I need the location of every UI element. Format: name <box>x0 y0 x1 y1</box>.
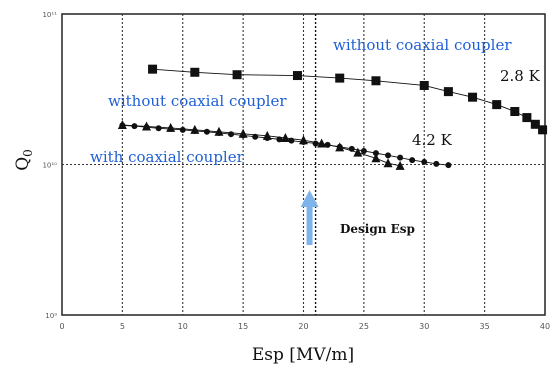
data-point-circle <box>445 162 452 169</box>
data-point-triangle <box>262 130 272 140</box>
data-point-triangle <box>238 128 248 138</box>
data-point-triangle <box>335 142 345 152</box>
y-axis-title: Q0 <box>13 149 35 171</box>
data-point-square <box>335 73 345 83</box>
data-point-triangle <box>395 160 405 170</box>
data-point-square <box>522 113 532 123</box>
data-point-square <box>443 87 453 97</box>
y-tick-label: 10⁹ <box>45 312 57 320</box>
data-point-triangle <box>383 158 393 168</box>
data-point-square <box>510 106 520 116</box>
data-point-square <box>292 71 302 81</box>
y-tick-label: 10¹⁰ <box>42 162 57 170</box>
annotation-without-coupler-mid: without coaxial coupler <box>108 92 287 110</box>
series-square <box>148 64 548 135</box>
data-point-circle <box>155 125 162 132</box>
x-tick-label: 30 <box>419 322 429 331</box>
data-point-triangle <box>353 147 363 157</box>
data-point-square <box>538 125 548 135</box>
data-point-triangle <box>280 132 290 142</box>
annotation-design-esp: Design Esp <box>340 222 415 236</box>
design-esp-arrow <box>300 190 319 245</box>
design-arrow-shaft <box>306 205 313 245</box>
data-point-triangle <box>299 135 308 145</box>
data-point-square <box>232 70 242 80</box>
data-point-circle <box>228 131 235 138</box>
data-point-square <box>530 119 540 129</box>
x-tick-labels: 0 5 10 15 20 25 30 35 40 <box>59 322 550 331</box>
x-tick-label: 40 <box>540 322 550 331</box>
x-tick-label: 35 <box>480 322 490 331</box>
y-tick-label: 10¹¹ <box>42 11 57 19</box>
data-point-square <box>371 76 381 86</box>
data-point-circle <box>203 128 210 135</box>
data-point-triangle <box>190 124 200 134</box>
data-point-square <box>468 92 478 102</box>
x-tick-label: 5 <box>120 322 125 331</box>
data-point-circle <box>179 126 186 133</box>
y-axis-title-sub: 0 <box>21 149 35 157</box>
data-point-triangle <box>142 121 152 131</box>
design-arrow-head <box>300 190 319 207</box>
data-point-circle <box>360 147 367 154</box>
x-tick-label: 10 <box>178 322 188 331</box>
annotation-temp-2-8k: 2.8 K <box>500 67 541 85</box>
data-point-square <box>190 67 200 77</box>
grid-lines <box>62 14 545 315</box>
annotation-without-coupler-top: without coaxial coupler <box>333 36 512 54</box>
series-layer <box>117 64 548 170</box>
data-point-triangle <box>371 153 381 163</box>
series-triangle <box>117 120 405 170</box>
data-point-triangle <box>117 120 127 130</box>
x-tick-label: 15 <box>238 322 248 331</box>
data-point-circle <box>397 154 404 161</box>
data-point-circle <box>385 152 392 159</box>
data-point-square <box>419 80 429 90</box>
data-point-square <box>148 64 158 74</box>
data-point-square <box>492 100 502 110</box>
data-point-triangle <box>317 138 327 148</box>
x-tick-label: 25 <box>359 322 369 331</box>
annotation-temp-4-2k: 4.2 K <box>412 131 453 149</box>
data-point-circle <box>433 160 440 167</box>
annotation-with-coupler: with coaxial coupler <box>90 148 245 166</box>
data-point-circle <box>409 157 416 164</box>
x-tick-label: 0 <box>59 322 64 331</box>
data-point-circle <box>372 150 379 157</box>
data-point-circle <box>421 158 428 165</box>
y-axis-title-main: Q <box>13 157 33 171</box>
data-point-triangle <box>214 126 224 136</box>
x-axis-title: Esp [MV/m] <box>252 345 354 365</box>
data-point-triangle <box>166 122 176 132</box>
x-tick-label: 20 <box>298 322 308 331</box>
y-tick-labels: 10⁹ 10¹⁰ 10¹¹ <box>42 11 57 320</box>
data-point-circle <box>312 140 319 147</box>
